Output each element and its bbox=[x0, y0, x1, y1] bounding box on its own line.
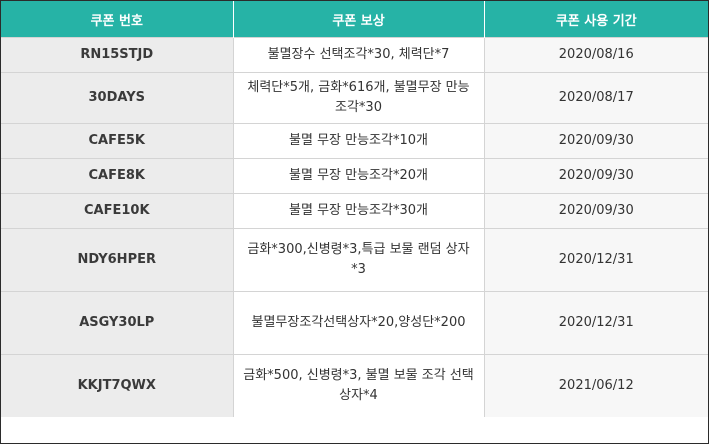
coupon-reward: 불멸 무장 만능조각*20개 bbox=[232, 158, 484, 194]
coupon-period: 2021/06/12 bbox=[483, 354, 708, 417]
coupon-reward: 불멸장수 선택조각*30, 체력단*7 bbox=[232, 37, 484, 73]
coupon-code: CAFE5K bbox=[1, 123, 233, 159]
table-row: ASGY30LP 불멸무장조각선택상자*20,양성단*200 2020/12/3… bbox=[1, 291, 708, 355]
coupon-period: 2020/09/30 bbox=[483, 158, 708, 194]
table-row: CAFE5K 불멸 무장 만능조각*10개 2020/09/30 bbox=[1, 123, 708, 159]
header-coupon-code: 쿠폰 번호 bbox=[1, 1, 233, 38]
coupon-reward: 불멸 무장 만능조각*30개 bbox=[232, 193, 484, 229]
coupon-reward: 불멸무장조각선택상자*20,양성단*200 bbox=[232, 291, 484, 355]
coupon-code: CAFE10K bbox=[1, 193, 233, 229]
table-row: CAFE8K 불멸 무장 만능조각*20개 2020/09/30 bbox=[1, 158, 708, 194]
header-coupon-period: 쿠폰 사용 기간 bbox=[483, 1, 708, 38]
table-row: NDY6HPER 금화*300,신병령*3,특급 보물 랜덤 상자*3 2020… bbox=[1, 228, 708, 292]
coupon-code: CAFE8K bbox=[1, 158, 233, 194]
coupon-code: KKJT7QWX bbox=[1, 354, 233, 417]
coupon-reward: 불멸 무장 만능조각*10개 bbox=[232, 123, 484, 159]
coupon-period: 2020/09/30 bbox=[483, 193, 708, 229]
coupon-period: 2020/09/30 bbox=[483, 123, 708, 159]
coupon-code: 30DAYS bbox=[1, 72, 233, 124]
coupon-period: 2020/08/17 bbox=[483, 72, 708, 124]
table-row: RN15STJD 불멸장수 선택조각*30, 체력단*7 2020/08/16 bbox=[1, 37, 708, 73]
header-coupon-reward: 쿠폰 보상 bbox=[232, 1, 484, 38]
table-row: CAFE10K 불멸 무장 만능조각*30개 2020/09/30 bbox=[1, 193, 708, 229]
coupon-period: 2020/12/31 bbox=[483, 291, 708, 355]
coupon-reward: 금화*300,신병령*3,특급 보물 랜덤 상자*3 bbox=[232, 228, 484, 292]
coupon-reward: 금화*500, 신병령*3, 불멸 보물 조각 선택 상자*4 bbox=[232, 354, 484, 417]
coupon-reward: 체력단*5개, 금화*616개, 불멸무장 만능 조각*30 bbox=[232, 72, 484, 124]
coupon-code: RN15STJD bbox=[1, 37, 233, 73]
table-header-row: 쿠폰 번호 쿠폰 보상 쿠폰 사용 기간 bbox=[1, 1, 708, 38]
table-row: KKJT7QWX 금화*500, 신병령*3, 불멸 보물 조각 선택 상자*4… bbox=[1, 354, 708, 417]
coupon-code: ASGY30LP bbox=[1, 291, 233, 355]
table-row: 30DAYS 체력단*5개, 금화*616개, 불멸무장 만능 조각*30 20… bbox=[1, 72, 708, 124]
coupon-period: 2020/12/31 bbox=[483, 228, 708, 292]
coupon-table: 쿠폰 번호 쿠폰 보상 쿠폰 사용 기간 RN15STJD 불멸장수 선택조각*… bbox=[1, 1, 708, 417]
coupon-period: 2020/08/16 bbox=[483, 37, 708, 73]
coupon-code: NDY6HPER bbox=[1, 228, 233, 292]
